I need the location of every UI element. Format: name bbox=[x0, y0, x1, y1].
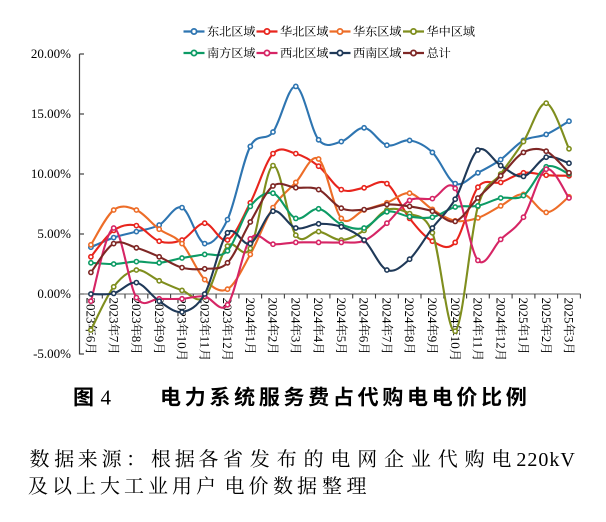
svg-text:2023: 2023 bbox=[84, 298, 99, 324]
svg-text:2024: 2024 bbox=[334, 298, 349, 325]
svg-text:6: 6 bbox=[84, 336, 99, 343]
svg-text:2023: 2023 bbox=[129, 298, 144, 324]
svg-text:7: 7 bbox=[106, 336, 121, 343]
svg-text:2024: 2024 bbox=[266, 298, 281, 325]
svg-text:2024: 2024 bbox=[493, 298, 508, 325]
svg-text:12: 12 bbox=[493, 336, 508, 349]
svg-text:2025: 2025 bbox=[562, 298, 577, 324]
svg-text:2023: 2023 bbox=[220, 298, 235, 324]
svg-text:3: 3 bbox=[562, 336, 577, 343]
svg-text:2023: 2023 bbox=[106, 298, 121, 324]
svg-text:2025: 2025 bbox=[539, 298, 554, 324]
svg-text:11: 11 bbox=[197, 336, 212, 349]
svg-text:2024: 2024 bbox=[311, 298, 326, 325]
svg-text:2024: 2024 bbox=[288, 298, 303, 325]
svg-text:2024: 2024 bbox=[425, 298, 440, 325]
svg-text:10: 10 bbox=[448, 336, 463, 349]
svg-text:1: 1 bbox=[243, 336, 258, 343]
svg-text:9: 9 bbox=[152, 336, 167, 343]
svg-text:2: 2 bbox=[266, 336, 281, 343]
svg-text:5: 5 bbox=[334, 336, 349, 343]
svg-text:2025: 2025 bbox=[516, 298, 531, 324]
svg-text:10: 10 bbox=[175, 336, 190, 349]
svg-text:12: 12 bbox=[220, 336, 235, 349]
svg-text:6: 6 bbox=[357, 336, 372, 343]
svg-text:7: 7 bbox=[380, 336, 395, 343]
svg-text:15.00%: 15.00% bbox=[31, 106, 71, 121]
svg-text:10.00%: 10.00% bbox=[31, 166, 71, 181]
svg-text:-5.00%: -5.00% bbox=[33, 346, 71, 361]
svg-text:8: 8 bbox=[402, 336, 417, 343]
svg-text:2: 2 bbox=[539, 336, 554, 343]
svg-text:2023: 2023 bbox=[197, 298, 212, 324]
svg-text:20.00%: 20.00% bbox=[31, 46, 71, 61]
svg-text:4: 4 bbox=[101, 386, 112, 410]
svg-text:2024: 2024 bbox=[243, 298, 258, 325]
svg-text:9: 9 bbox=[425, 336, 440, 343]
svg-text:2024: 2024 bbox=[471, 298, 486, 325]
svg-text:2024: 2024 bbox=[357, 298, 372, 325]
svg-text:220kV: 220kV bbox=[516, 449, 575, 471]
svg-text:8: 8 bbox=[129, 336, 144, 343]
svg-text:1: 1 bbox=[516, 336, 531, 343]
svg-text:2024: 2024 bbox=[380, 298, 395, 325]
svg-text:3: 3 bbox=[288, 336, 303, 343]
svg-text:0.00%: 0.00% bbox=[37, 286, 71, 301]
svg-text:11: 11 bbox=[471, 336, 486, 349]
svg-text:4: 4 bbox=[311, 336, 326, 343]
svg-text:2024: 2024 bbox=[402, 298, 417, 325]
svg-text:5.00%: 5.00% bbox=[37, 226, 71, 241]
